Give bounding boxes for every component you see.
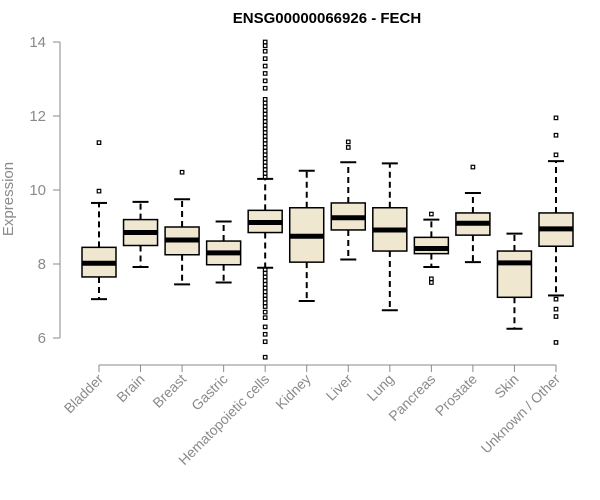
outlier-point — [262, 274, 268, 280]
x-tick-label: Bladder — [61, 371, 107, 417]
box-iqr — [413, 236, 450, 255]
outlier-point — [553, 340, 559, 345]
x-tick-label: Liver — [323, 371, 356, 404]
outlier-point — [262, 85, 268, 91]
box-prostate — [455, 164, 491, 264]
outlier-point — [262, 293, 268, 298]
outlier-point — [262, 137, 268, 143]
outlier-point — [262, 141, 268, 147]
y-tick-label: 14 — [29, 34, 46, 51]
box-liver — [330, 139, 367, 261]
y-axis-label: Expression — [0, 162, 17, 236]
outlier-point — [262, 104, 268, 110]
box-gastric — [205, 220, 242, 284]
outlier-point — [262, 63, 268, 69]
outlier-point — [553, 132, 559, 138]
box-group — [81, 39, 574, 360]
box-brain — [122, 200, 159, 268]
box-lung — [372, 162, 408, 312]
outlier-point — [262, 171, 268, 176]
x-tick-label: Breast — [149, 371, 189, 411]
y-tick-label: 6 — [38, 330, 46, 347]
outlier-point — [262, 100, 268, 106]
outlier-point — [96, 140, 102, 145]
outlier-point — [262, 71, 268, 76]
outlier-point — [262, 134, 268, 139]
outlier-point — [262, 126, 268, 132]
outlier-point — [262, 267, 268, 272]
y-tick-label: 8 — [38, 256, 46, 273]
y-tick-label: 12 — [29, 108, 46, 125]
outlier-point — [262, 270, 268, 276]
outlier-point — [429, 280, 434, 285]
outlier-point — [553, 306, 559, 312]
outlier-point — [262, 48, 268, 54]
outlier-point — [429, 211, 434, 217]
outlier-point — [262, 339, 268, 345]
x-tick-label: Unknown / Other — [478, 371, 564, 457]
x-tick-label: Lung — [364, 371, 397, 404]
outlier-point — [429, 276, 434, 282]
outlier-point — [262, 174, 268, 180]
outlier-point — [262, 145, 268, 150]
outlier-point — [262, 331, 268, 337]
outlier-point — [262, 152, 268, 158]
outlier-point — [262, 96, 268, 102]
outlier-point — [262, 309, 268, 315]
outlier-point — [262, 148, 268, 154]
box-kidney — [288, 169, 325, 302]
outlier-point — [262, 159, 268, 165]
outlier-point — [262, 156, 268, 161]
outlier-point — [262, 289, 268, 295]
box-pancreas — [413, 211, 450, 285]
y-ticks: 6 8 10 12 14 — [29, 34, 60, 347]
outlier-point — [262, 296, 268, 302]
outlier-point — [553, 296, 559, 302]
outlier-point — [262, 43, 268, 49]
y-tick-label: 10 — [29, 182, 46, 199]
outlier-point — [262, 167, 268, 172]
outlier-point — [262, 130, 268, 135]
outlier-point — [262, 108, 268, 113]
outlier-point — [96, 188, 102, 194]
outlier-point — [262, 122, 268, 128]
outlier-point — [553, 115, 559, 121]
outlier-point — [262, 278, 268, 283]
outlier-point — [262, 115, 268, 121]
outlier-point — [262, 300, 268, 306]
x-tick-label: Kidney — [272, 371, 314, 413]
x-tick-label: Brain — [113, 371, 147, 405]
outlier-point — [470, 164, 476, 170]
x-tick-label: Skin — [491, 371, 522, 402]
outlier-point — [345, 139, 351, 145]
outlier-point — [262, 119, 268, 124]
outlier-point — [262, 282, 268, 287]
outlier-point — [179, 169, 185, 175]
outlier-point — [262, 78, 268, 84]
box-iqr — [496, 250, 533, 299]
outlier-point — [262, 163, 268, 169]
outlier-point — [262, 285, 268, 291]
box-bladder — [81, 140, 117, 301]
chart-title: ENSG00000066926 - FECH — [233, 10, 421, 27]
box-breast — [164, 169, 200, 286]
outlier-point — [262, 324, 268, 330]
x-tick-label: Prostate — [432, 371, 480, 419]
outlier-point — [262, 39, 268, 45]
outlier-point — [262, 111, 268, 117]
outlier-point — [262, 315, 268, 320]
outlier-point — [262, 354, 268, 360]
box-hematopoietic-cells — [247, 39, 283, 360]
box-skin — [496, 232, 533, 330]
outlier-point — [553, 152, 559, 158]
box-unknown-other — [538, 115, 574, 345]
outlier-point — [345, 145, 351, 150]
outlier-point — [553, 314, 559, 319]
outlier-point — [262, 56, 268, 62]
outlier-point — [262, 304, 268, 309]
